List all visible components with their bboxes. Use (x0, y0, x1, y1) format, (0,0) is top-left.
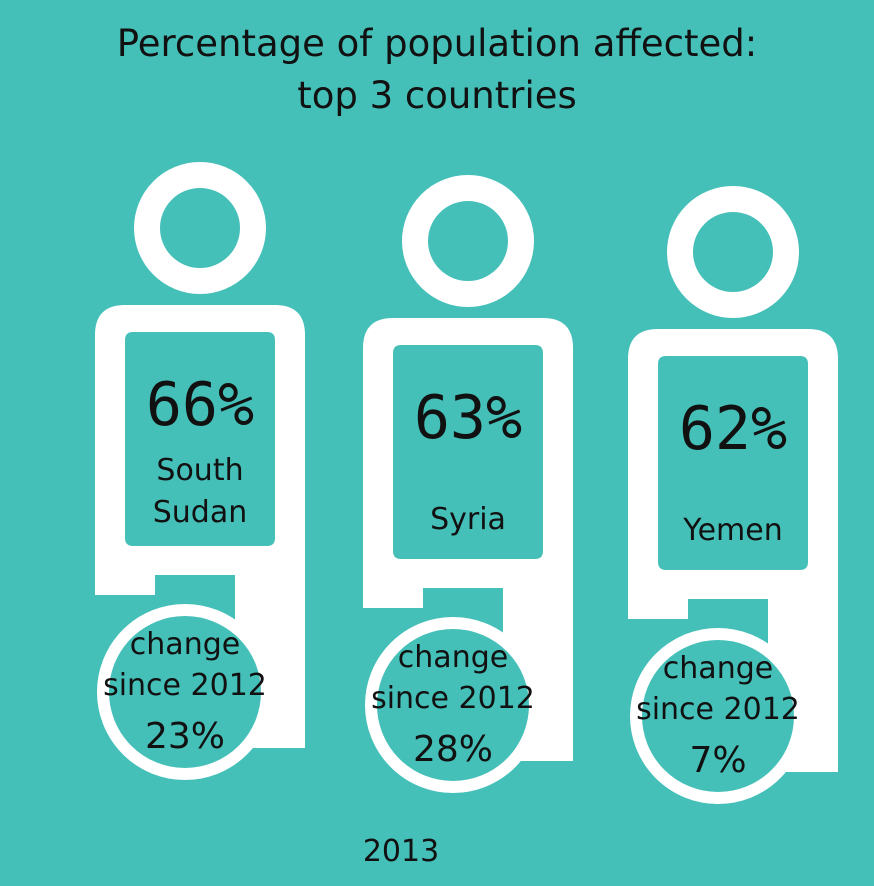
chart-title-line-1: Percentage of population affected: (116, 22, 758, 65)
person-figure: 63% Syria change since 2012 28% (363, 175, 573, 793)
change-caption-line: change (398, 640, 508, 675)
change-caption-line: since 2012 (103, 668, 267, 703)
year-label: 2013 (362, 834, 440, 869)
person-head-icon (402, 175, 534, 307)
chart-title-line-2: top 3 countries (297, 74, 577, 117)
country-name-line: South (156, 453, 243, 488)
change-value: 28% (413, 729, 493, 770)
change-caption-line: change (663, 651, 773, 686)
change-caption-line: change (130, 627, 240, 662)
country-name: Syria (430, 502, 506, 537)
change-caption-line: since 2012 (371, 681, 535, 716)
country-name-line: Sudan (153, 495, 248, 530)
person-figure: 62% Yemen change since 2012 7% (628, 186, 838, 804)
person-figure-icon (628, 186, 838, 804)
person-head-icon (667, 186, 799, 318)
person-figure: 66% South Sudan change since 2012 23% (95, 162, 305, 780)
change-value: 7% (689, 740, 746, 781)
change-value: 23% (145, 716, 225, 757)
change-circle (365, 617, 541, 793)
country-name: Yemen (682, 513, 783, 548)
change-caption-line: since 2012 (636, 692, 800, 727)
person-head-icon (134, 162, 266, 294)
person-figure-icon (95, 162, 305, 780)
change-circle (630, 628, 806, 804)
chart-title: Percentage of population affected: top 3… (0, 18, 874, 122)
percentage-value: 62% (679, 394, 787, 464)
percentage-value: 63% (414, 383, 522, 453)
change-circle (97, 604, 273, 780)
percentage-value: 66% (146, 370, 254, 440)
person-figure-icon (363, 175, 573, 793)
